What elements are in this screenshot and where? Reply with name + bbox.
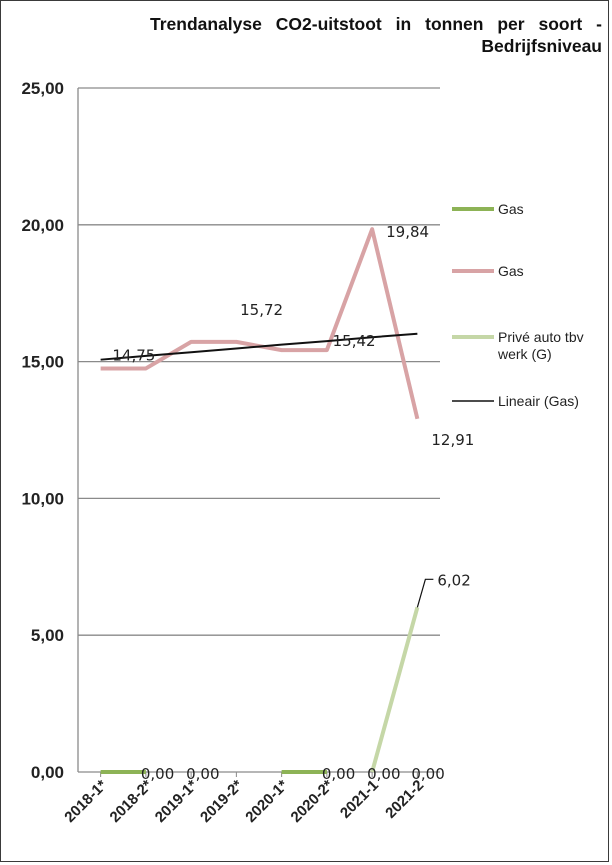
x-category-label: 2018-1* <box>61 777 110 826</box>
y-tick-label: 20,00 <box>21 216 64 235</box>
x-category-label: 2020-1* <box>242 777 291 826</box>
data-label: 19,84 <box>386 223 429 241</box>
series-line <box>100 227 420 420</box>
y-tick-label: 0,00 <box>31 763 64 782</box>
y-tick-label: 15,00 <box>21 353 64 372</box>
data-label: 0,00 <box>186 765 219 783</box>
x-category-label: 2021-2 <box>382 777 427 822</box>
legend-label: Lineair (Gas) <box>498 393 579 409</box>
data-label: 6,02 <box>437 571 470 589</box>
y-tick-label: 5,00 <box>31 626 64 645</box>
y-tick-label: 10,00 <box>21 489 64 508</box>
series-lines <box>100 227 420 774</box>
data-label: 15,72 <box>240 301 283 319</box>
data-label: 15,42 <box>333 332 376 350</box>
data-label: 12,91 <box>431 431 474 449</box>
x-category-label: 2020-2* <box>288 777 337 826</box>
series-line <box>370 606 420 773</box>
legend-label: Privé auto tbv <box>498 329 584 345</box>
x-category-label: 2018-2* <box>107 777 156 826</box>
data-label: 0,00 <box>141 765 174 783</box>
data-label: 0,00 <box>367 765 400 783</box>
data-label: 14,75 <box>112 346 155 364</box>
series-line <box>100 332 418 361</box>
data-label: 0,00 <box>411 765 444 783</box>
chart-title: Trendanalyse CO2-uitstoot in tonnen per … <box>150 14 602 56</box>
leader-line <box>416 578 434 608</box>
x-category-label: 2021-1 <box>337 777 382 822</box>
x-category-labels: 2018-1*2018-2*2019-1*2019-2*2020-1*2020-… <box>61 777 427 826</box>
legend-label: Gas <box>498 201 524 217</box>
axes <box>77 88 440 777</box>
y-tick-labels: 0,00 5,00 10,00 15,00 20,00 25,00 <box>21 79 64 782</box>
y-tick-label: 25,00 <box>21 79 64 98</box>
grid-lines <box>78 87 440 636</box>
legend-label: werk (G) <box>497 346 552 362</box>
legend-label: Gas <box>498 263 524 279</box>
x-category-label: 2019-1* <box>152 777 201 826</box>
data-labels: 0,00 0,00 0,00 0,00 0,00 14,75 15,72 15,42 19,84… <box>112 223 474 783</box>
data-label: 0,00 <box>322 765 355 783</box>
x-category-label: 2019-2* <box>197 777 246 826</box>
